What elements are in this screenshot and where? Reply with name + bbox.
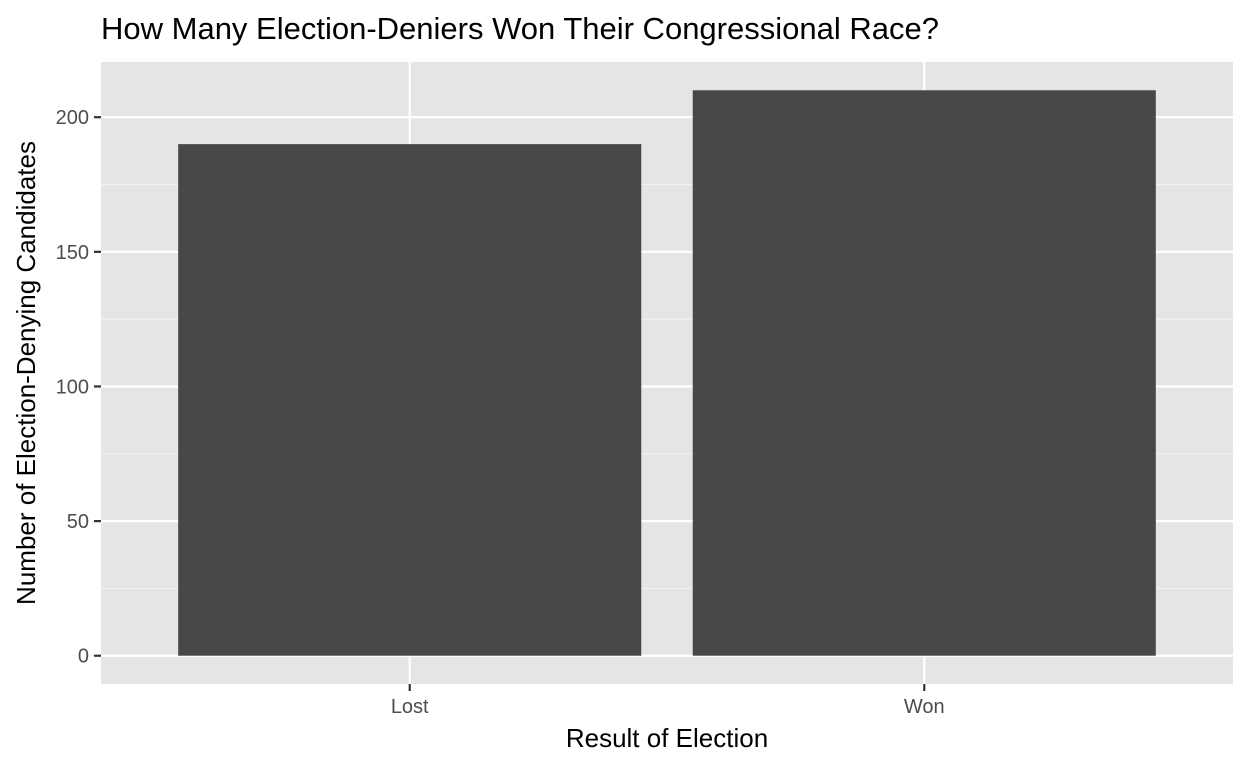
y-tick-label: 100 xyxy=(56,376,89,398)
y-tick-label: 200 xyxy=(56,107,89,129)
chart-title: How Many Election-Deniers Won Their Cong… xyxy=(101,11,939,46)
x-tick-label: Won xyxy=(904,696,945,718)
y-tick-label: 150 xyxy=(56,242,89,264)
y-tick-label: 0 xyxy=(78,646,89,668)
x-axis: Lost Won xyxy=(391,684,945,718)
bar-lost xyxy=(178,144,642,656)
y-tick-label: 50 xyxy=(67,511,89,533)
bar-won xyxy=(692,90,1156,656)
x-axis-title: Result of Election xyxy=(566,723,768,753)
y-axis: 0 50 100 150 200 xyxy=(56,107,101,668)
y-axis-title: Number of Election-Denying Candidates xyxy=(11,141,41,605)
bars xyxy=(178,90,1156,656)
x-tick-label: Lost xyxy=(391,696,429,718)
